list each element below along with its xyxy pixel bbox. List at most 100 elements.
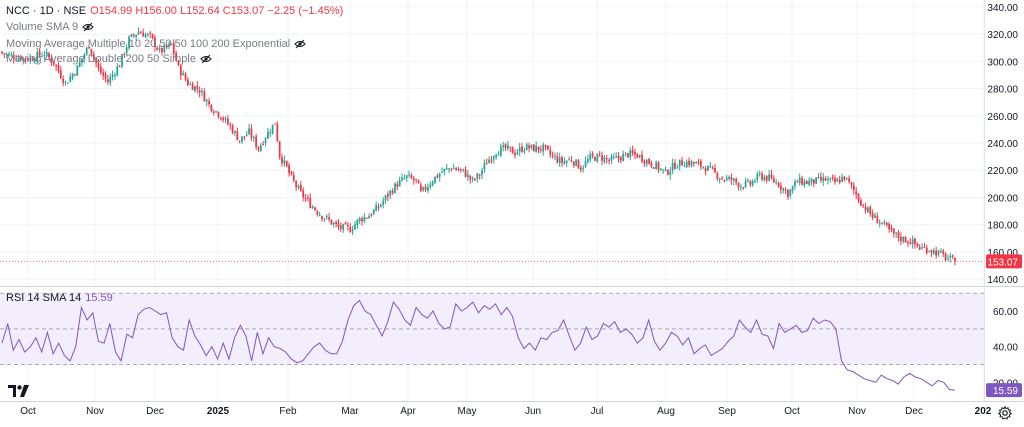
candle[interactable] [382,196,385,209]
candle[interactable] [568,156,570,161]
candle[interactable] [841,173,843,183]
candle[interactable] [857,193,860,204]
candle[interactable] [467,169,469,182]
candle[interactable] [128,35,130,51]
candle[interactable] [64,80,67,86]
candle[interactable] [601,151,603,166]
candle[interactable] [664,166,667,172]
candle[interactable] [497,151,500,156]
candle[interactable] [62,75,65,87]
candle[interactable] [161,47,163,56]
candle[interactable] [441,167,443,174]
candle[interactable] [478,173,481,180]
candle[interactable] [867,206,869,214]
candle[interactable] [351,225,354,235]
candle[interactable] [66,82,69,84]
candle[interactable] [302,187,305,202]
candle[interactable] [596,153,599,163]
candle[interactable] [528,142,530,153]
candle[interactable] [645,158,648,167]
candle[interactable] [631,145,634,156]
candle[interactable] [125,44,128,56]
candle[interactable] [262,141,265,146]
candle[interactable] [549,145,552,158]
candle[interactable] [422,186,425,192]
candle[interactable] [158,44,161,53]
candle[interactable] [271,124,274,135]
candle[interactable] [224,116,227,124]
candle[interactable] [151,33,154,40]
candle[interactable] [834,174,836,185]
candle[interactable] [363,213,366,223]
candle[interactable] [634,148,636,160]
candle[interactable] [452,163,455,170]
candle[interactable] [34,57,36,64]
candle[interactable] [716,171,719,181]
candle[interactable] [99,62,102,75]
candle[interactable] [370,213,373,218]
candle[interactable] [859,197,862,206]
candle[interactable] [617,152,620,163]
ma-double-legend[interactable]: Moving Average Double 200 50 Simple [6,52,212,66]
candle[interactable] [728,175,731,181]
candle[interactable] [892,228,895,238]
candle[interactable] [591,151,594,159]
candle[interactable] [542,142,545,156]
candle[interactable] [516,148,519,156]
eye-hidden-icon[interactable] [200,54,212,64]
candle[interactable] [725,174,728,182]
candle[interactable] [671,158,674,175]
candle[interactable] [845,177,848,181]
candle[interactable] [219,116,222,121]
candle[interactable] [41,52,43,57]
candle[interactable] [732,177,735,186]
candle[interactable] [10,51,13,58]
candle[interactable] [83,52,86,63]
candle[interactable] [198,86,201,98]
candle[interactable] [709,161,712,169]
candle[interactable] [690,159,693,168]
candle[interactable] [8,51,10,57]
candle[interactable] [772,175,775,184]
candle[interactable] [697,158,700,166]
candle[interactable] [932,247,935,255]
candle[interactable] [266,127,269,140]
candle[interactable] [935,246,938,259]
candle[interactable] [509,146,512,153]
candle[interactable] [754,178,756,184]
candle[interactable] [876,212,879,224]
candle[interactable] [354,221,356,230]
candle[interactable] [749,179,752,188]
price-axis[interactable]: 140.00 160.00 180.00 200.00 220.00 240.00 260.… [987,3,1018,286]
candle[interactable] [344,221,347,225]
candle[interactable] [723,179,726,183]
candle[interactable] [881,222,883,225]
candle[interactable] [184,71,187,82]
candle[interactable] [537,146,540,154]
candle[interactable] [608,157,610,165]
candle[interactable] [824,176,827,181]
candle[interactable] [707,165,709,171]
candle[interactable] [52,61,55,67]
candle[interactable] [231,123,234,135]
candle[interactable] [182,70,185,76]
candle[interactable] [415,178,418,184]
candle[interactable] [311,205,314,209]
candle[interactable] [812,179,815,188]
candle[interactable] [69,72,72,83]
candle[interactable] [885,221,888,228]
candle[interactable] [838,175,841,185]
candle[interactable] [874,212,876,219]
candle[interactable] [471,176,474,183]
candle[interactable] [71,72,74,81]
candle[interactable] [899,232,902,245]
candle[interactable] [5,52,8,59]
candle[interactable] [189,81,192,86]
candle[interactable] [436,173,439,179]
candle[interactable] [177,60,180,67]
candle[interactable] [735,177,738,186]
candle[interactable] [172,39,175,59]
candle[interactable] [330,219,333,225]
rsi-line[interactable] [1,299,956,391]
